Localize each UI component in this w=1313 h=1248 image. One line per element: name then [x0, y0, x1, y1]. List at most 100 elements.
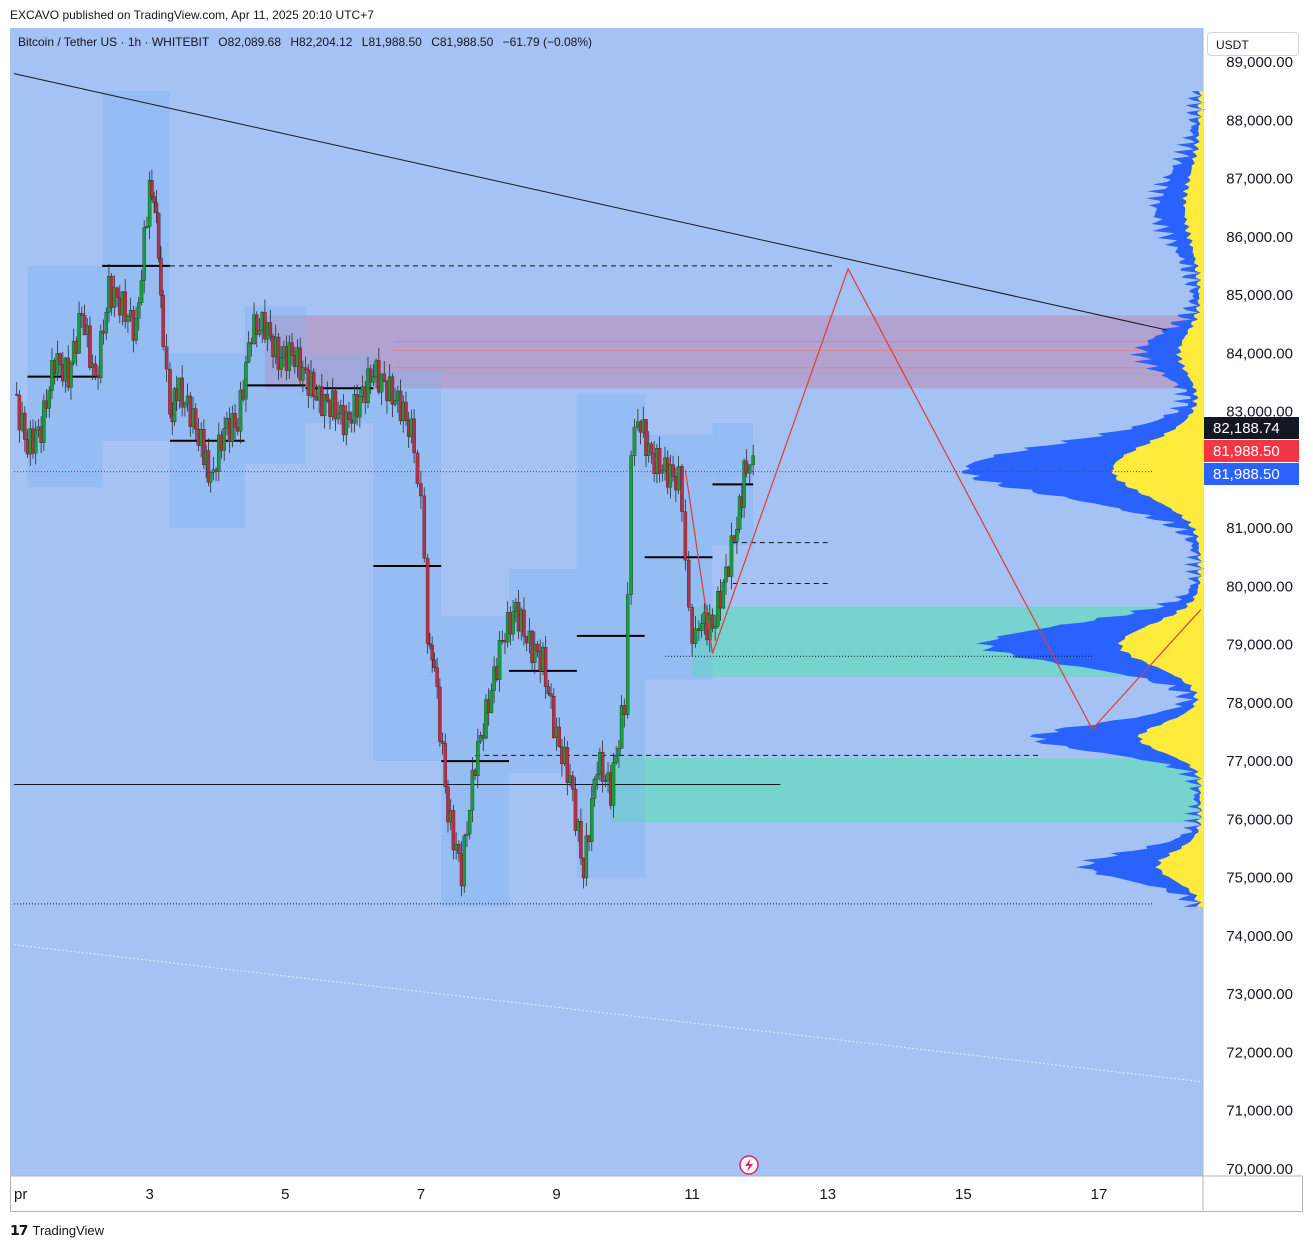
- candle-body: [246, 342, 251, 363]
- price-tick-label: 75,000.00: [1226, 870, 1293, 887]
- candle-body: [58, 353, 62, 365]
- candle-body: [657, 448, 662, 474]
- candle-body: [47, 390, 52, 409]
- candle-body: [735, 529, 739, 542]
- lightning-icon-glyph: [745, 1158, 753, 1172]
- candle-body: [557, 726, 561, 747]
- candle-body: [69, 363, 73, 388]
- time-tick-label: 7: [417, 1186, 425, 1203]
- candle-body: [50, 360, 54, 391]
- candle-body: [154, 202, 159, 214]
- price-tick-label: 81,000.00: [1226, 520, 1293, 537]
- candle-body: [126, 316, 130, 322]
- time-tick-label: 11: [684, 1186, 700, 1203]
- candle-body: [371, 376, 376, 383]
- candle-body: [222, 428, 226, 451]
- candle-body: [451, 810, 456, 851]
- candle-body: [438, 686, 442, 742]
- candle-body: [565, 747, 570, 783]
- zone-supply: [264, 315, 1201, 389]
- time-tick-label: 17: [1091, 1186, 1108, 1203]
- time-tick-label: 9: [552, 1186, 560, 1203]
- candle-body: [644, 419, 648, 456]
- candle-body: [379, 373, 384, 393]
- candle-body: [150, 180, 154, 197]
- candle-body: [497, 640, 502, 680]
- currency-selector[interactable]: USDT: [1207, 32, 1299, 56]
- candle-body: [422, 495, 427, 559]
- projection-path: [684, 267, 1202, 731]
- candle-body: [511, 611, 515, 635]
- price-label-box: [1204, 417, 1299, 439]
- candle-body: [579, 821, 583, 859]
- price-tick-label: 74,000.00: [1226, 928, 1293, 945]
- candle-body: [404, 401, 408, 421]
- candle-body: [172, 388, 177, 423]
- time-tick-label: 5: [281, 1186, 289, 1203]
- candle-body: [676, 466, 681, 491]
- symbol-legend: Bitcoin / Tether US · 1h · WHITEBIT O82,…: [18, 35, 592, 49]
- candle-body: [435, 667, 439, 688]
- candle-body: [164, 346, 169, 370]
- candle-body: [428, 643, 432, 646]
- candle-body: [347, 411, 351, 421]
- candle-body: [268, 322, 273, 337]
- candle-body: [23, 412, 27, 440]
- candle-body: [476, 741, 480, 777]
- candle-body: [230, 413, 235, 442]
- high-value: 82,204.12: [299, 35, 353, 49]
- candle-body: [622, 705, 627, 715]
- candle-body: [152, 196, 156, 203]
- candle-body: [142, 227, 146, 281]
- candle-body: [276, 336, 281, 370]
- candle-body: [440, 741, 445, 744]
- candle-body: [748, 464, 752, 474]
- candle-body: [244, 362, 248, 400]
- candle-body: [382, 373, 387, 382]
- tradingview-logo-icon: 𝟭𝟳: [10, 1222, 29, 1238]
- candle-body: [99, 330, 103, 378]
- candle-body: [671, 464, 675, 477]
- candle-body: [462, 835, 467, 887]
- time-tick-label: 3: [145, 1186, 153, 1203]
- candle-body: [358, 396, 362, 418]
- price-tick-label: 78,000.00: [1226, 695, 1293, 712]
- price-tick-label: 86,000.00: [1226, 229, 1293, 246]
- candle-body: [721, 581, 726, 609]
- brand-name: TradingView: [32, 1223, 105, 1238]
- candle-body: [344, 411, 349, 436]
- price-tick-label: 85,000.00: [1226, 287, 1293, 304]
- candle-body: [603, 780, 608, 782]
- candle-body: [206, 450, 211, 483]
- candle-body: [465, 833, 469, 836]
- candle-body: [590, 798, 594, 842]
- candle-body: [123, 291, 127, 322]
- candle-body: [699, 623, 704, 631]
- candle-body: [202, 429, 206, 465]
- candle-body: [217, 434, 221, 472]
- candle-body: [115, 287, 119, 298]
- candle-body: [595, 773, 599, 780]
- candle-body: [546, 686, 551, 694]
- candle-body: [649, 443, 654, 454]
- candle-body: [489, 690, 494, 713]
- candle-body: [535, 643, 540, 652]
- price-chart[interactable]: 89,000.00 88,000.00 87,000.00 86,000.00 85,0…: [10, 28, 1303, 1212]
- candle-body: [412, 418, 416, 454]
- price-tick-label: 88,000.00: [1226, 112, 1293, 129]
- candle-body: [737, 496, 742, 530]
- candle-body: [571, 775, 575, 790]
- candle-body: [145, 226, 149, 228]
- candle-body: [322, 394, 327, 416]
- time-tick-label: 15: [955, 1186, 972, 1203]
- candle-body: [660, 470, 665, 474]
- candle-body: [33, 430, 38, 454]
- candle-body: [443, 743, 448, 787]
- price-label-text: 81,988.50: [1213, 443, 1280, 460]
- candle-body: [522, 609, 526, 637]
- candle-body: [744, 460, 749, 474]
- candle-body: [325, 394, 330, 401]
- candle-body: [137, 302, 141, 319]
- candle-body: [233, 413, 237, 428]
- time-tick-label: pr: [14, 1186, 27, 1203]
